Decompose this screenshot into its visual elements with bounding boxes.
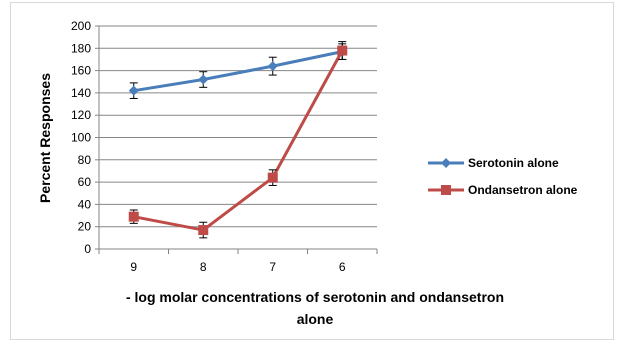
legend: Serotonin alone Ondansetron alone	[428, 156, 578, 197]
x-tick-label: 8	[200, 260, 207, 274]
y-tick-label: 180	[71, 41, 91, 55]
data-point	[267, 172, 278, 183]
data-point	[267, 61, 278, 72]
y-tick-label: 200	[71, 19, 91, 33]
x-tick-label: 6	[339, 260, 346, 274]
y-tick-label: 100	[71, 131, 91, 145]
x-tick-labels: 9 8 7 6	[130, 260, 346, 274]
y-axis-title: Percent Responses	[37, 73, 53, 203]
legend-item-0: Serotonin alone	[428, 156, 559, 170]
y-tick-label: 160	[71, 64, 91, 78]
axes	[98, 26, 377, 250]
y-tick-label: 40	[78, 197, 92, 211]
y-tick-labels: 0 20 40 60 80 100 120 140 160 180 200	[71, 19, 91, 256]
y-tick-label: 60	[78, 175, 92, 189]
y-tick-label: 80	[78, 153, 92, 167]
data-point	[128, 211, 139, 222]
data-point	[198, 74, 209, 85]
series-line	[133, 50, 343, 93]
y-tick-label: 120	[71, 108, 91, 122]
legend-label: Serotonin alone	[468, 156, 559, 170]
data-point	[128, 85, 139, 96]
series-0	[128, 43, 348, 99]
x-tick-label: 7	[269, 260, 276, 274]
series-line	[133, 49, 344, 232]
legend-label: Ondansetron alone	[468, 183, 578, 197]
y-tick-label: 0	[84, 242, 91, 256]
y-tick-label: 140	[71, 86, 91, 100]
series-1	[128, 41, 348, 239]
x-axis-title-line2: alone	[297, 311, 334, 327]
y-tick-label: 20	[78, 220, 92, 234]
x-tick-label: 9	[130, 260, 137, 274]
data-point	[337, 45, 348, 56]
data-point	[198, 225, 209, 236]
legend-item-1: Ondansetron alone	[428, 183, 578, 197]
x-axis-title-line1: - log molar concentrations of serotonin …	[126, 289, 504, 305]
series-layer	[128, 41, 348, 239]
legend-marker	[441, 185, 451, 195]
legend-marker	[441, 158, 451, 168]
